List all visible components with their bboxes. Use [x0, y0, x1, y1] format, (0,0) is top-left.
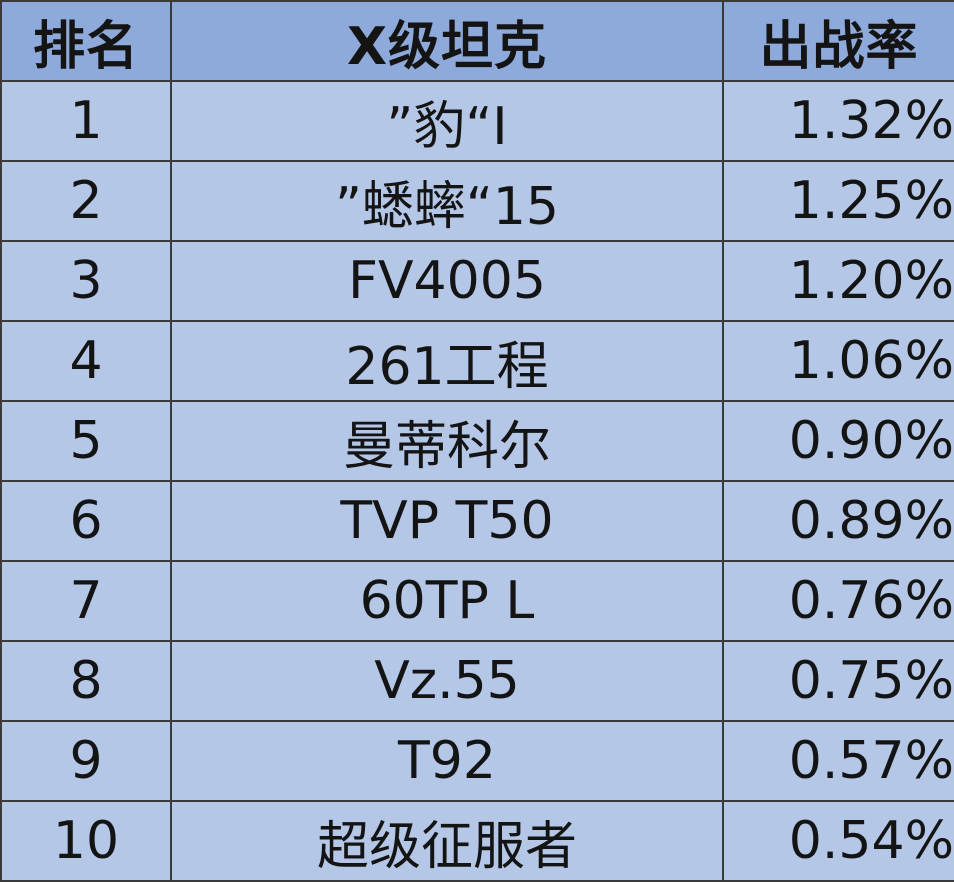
rank-cell[interactable]: 1: [0, 80, 172, 162]
table-row: 4 261工程 1.06%: [0, 320, 954, 402]
rank-cell[interactable]: 10: [0, 800, 172, 882]
tank-name-cell[interactable]: 超级征服者: [170, 800, 724, 882]
tank-name-cell[interactable]: T92: [170, 720, 724, 802]
table-row: 1 ”豹“I 1.32%: [0, 80, 954, 162]
rank-cell[interactable]: 8: [0, 640, 172, 722]
tank-name-cell[interactable]: ”豹“I: [170, 80, 724, 162]
rank-cell[interactable]: 6: [0, 480, 172, 562]
rank-cell[interactable]: 5: [0, 400, 172, 482]
header-rate[interactable]: 出战率: [722, 0, 954, 82]
usage-rate-cell[interactable]: 0.54%: [722, 800, 954, 882]
tank-name-cell[interactable]: TVP T50: [170, 480, 724, 562]
usage-rate-cell[interactable]: 0.75%: [722, 640, 954, 722]
tank-name-cell[interactable]: 60TP L: [170, 560, 724, 642]
table-row: 6 TVP T50 0.89%: [0, 480, 954, 562]
table-row: 10 超级征服者 0.54%: [0, 800, 954, 882]
table-row: 8 Vz.55 0.75%: [0, 640, 954, 722]
usage-rate-cell[interactable]: 1.32%: [722, 80, 954, 162]
usage-rate-cell[interactable]: 0.76%: [722, 560, 954, 642]
rank-cell[interactable]: 9: [0, 720, 172, 802]
header-rank[interactable]: 排名: [0, 0, 172, 82]
usage-rate-cell[interactable]: 0.89%: [722, 480, 954, 562]
header-row: 排名 X级坦克 出战率: [0, 0, 954, 82]
tank-name-cell[interactable]: ”蟋蟀“15: [170, 160, 724, 242]
usage-rate-cell[interactable]: 1.20%: [722, 240, 954, 322]
usage-rate-cell[interactable]: 1.25%: [722, 160, 954, 242]
rank-cell[interactable]: 2: [0, 160, 172, 242]
tank-name-cell[interactable]: Vz.55: [170, 640, 724, 722]
rank-cell[interactable]: 3: [0, 240, 172, 322]
rank-cell[interactable]: 4: [0, 320, 172, 402]
rank-cell[interactable]: 7: [0, 560, 172, 642]
usage-rate-cell[interactable]: 0.90%: [722, 400, 954, 482]
table-row: 2 ”蟋蟀“15 1.25%: [0, 160, 954, 242]
tank-name-cell[interactable]: FV4005: [170, 240, 724, 322]
table-row: 9 T92 0.57%: [0, 720, 954, 802]
header-tank[interactable]: X级坦克: [170, 0, 724, 82]
table-row: 3 FV4005 1.20%: [0, 240, 954, 322]
table-row: 5 曼蒂科尔 0.90%: [0, 400, 954, 482]
tank-name-cell[interactable]: 261工程: [170, 320, 724, 402]
tank-name-cell[interactable]: 曼蒂科尔: [170, 400, 724, 482]
table-row: 7 60TP L 0.76%: [0, 560, 954, 642]
usage-rate-cell[interactable]: 0.57%: [722, 720, 954, 802]
usage-rate-cell[interactable]: 1.06%: [722, 320, 954, 402]
